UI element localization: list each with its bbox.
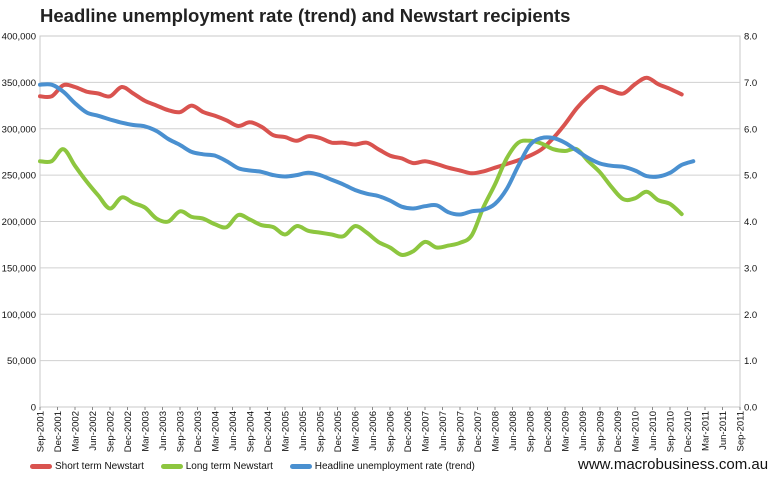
x-tick-label: Sep-2008 (526, 411, 537, 452)
y-right-tick-label: 4.0 (744, 217, 757, 228)
x-tick-label: Dec-2010 (683, 411, 694, 452)
y-left-tick-label: 150,000 (2, 263, 36, 274)
x-tick-label: Dec-2003 (193, 411, 204, 452)
legend-item-unemployment: Headline unemployment rate (trend) (289, 461, 475, 472)
legend-swatch-long-term (160, 464, 183, 469)
y-left-tick-label: 350,000 (2, 78, 36, 89)
x-tick-label: Dec-2005 (333, 411, 344, 452)
x-tick-label: Sep-2010 (666, 411, 677, 452)
series-lines (38, 75, 696, 257)
x-tick-label: Sep-2001 (36, 411, 47, 452)
y-right-tick-label: 8.0 (744, 32, 757, 43)
y-left-tick-label: 400,000 (2, 32, 36, 43)
legend-label-unemployment: Headline unemployment rate (trend) (314, 461, 475, 472)
x-tick-label: Jun-2007 (438, 411, 449, 451)
x-tick-label: Jun-2003 (158, 411, 169, 451)
series-line-0 (38, 75, 684, 176)
legend-item-short-term: Short term Newstart (30, 461, 144, 472)
x-tick-label: Mar-2009 (561, 411, 572, 452)
x-tick-label: Sep-2003 (176, 411, 187, 452)
legend-swatch-unemployment (289, 464, 312, 469)
x-tick-label: Jun-2002 (88, 411, 99, 451)
y-left-tick-label: 100,000 (2, 310, 36, 321)
y-right-tick-label: 0.0 (744, 403, 757, 414)
x-tick-label: Mar-2006 (351, 411, 362, 452)
right-axis-ticks: 0.0 1.0 2.0 3.0 4.0 5.0 6.0 7.0 8.0 (744, 32, 757, 414)
x-tick-label: Jun-2010 (648, 411, 659, 451)
x-tick-label: Mar-2010 (631, 411, 642, 452)
x-tick-label: Dec-2008 (543, 411, 554, 452)
grid-lines (40, 81, 740, 362)
y-right-tick-label: 6.0 (744, 124, 757, 135)
legend-label-long-term: Long term Newstart (185, 461, 273, 472)
x-tick-label: Dec-2009 (613, 411, 624, 452)
legend-item-long-term: Long term Newstart (160, 461, 273, 472)
legend: Short term Newstart Long term Newstart H… (30, 461, 489, 472)
x-tick-label: Sep-2002 (106, 411, 117, 452)
y-left-tick-label: 300,000 (2, 124, 36, 135)
series-line-2 (38, 82, 696, 217)
chart-title: Headline unemployment rate (trend) and N… (40, 5, 571, 26)
x-tick-label: Mar-2003 (141, 411, 152, 452)
y-left-tick-label: 0 (31, 403, 36, 414)
y-right-tick-label: 7.0 (744, 78, 757, 89)
y-left-tick-label: 250,000 (2, 171, 36, 182)
x-axis-ticks: Sep-2001 Dec-2001 Mar-2002 Jun-2002 Sep-2002… (36, 407, 747, 452)
x-tick-label: Dec-2007 (473, 411, 484, 452)
y-left-tick-label: 50,000 (7, 356, 36, 367)
legend-label-short-term: Short term Newstart (55, 461, 144, 472)
y-left-tick-label: 200,000 (2, 217, 36, 228)
x-tick-label: Sep-2009 (596, 411, 607, 452)
left-axis-ticks: 0 50,000 100,000 150,000 200,000 250,000 300,0… (2, 32, 36, 414)
x-tick-label: Mar-2007 (421, 411, 432, 452)
y-right-tick-label: 1.0 (744, 356, 757, 367)
x-tick-label: Dec-2001 (53, 411, 64, 452)
x-tick-label: Dec-2006 (403, 411, 414, 452)
x-tick-label: Jun-2004 (228, 411, 239, 451)
y-right-tick-label: 2.0 (744, 310, 757, 321)
x-tick-label: Mar-2004 (211, 411, 222, 452)
x-tick-label: Jun-2009 (578, 411, 589, 451)
x-tick-label: Sep-2004 (246, 411, 257, 452)
x-tick-label: Sep-2011 (736, 411, 747, 452)
x-tick-label: Dec-2004 (263, 411, 274, 452)
x-tick-label: Mar-2008 (491, 411, 502, 452)
x-tick-label: Sep-2006 (386, 411, 397, 452)
x-tick-label: Jun-2011 (718, 411, 729, 450)
x-tick-label: Sep-2007 (456, 411, 467, 452)
y-right-tick-label: 3.0 (744, 263, 757, 274)
x-tick-label: Jun-2005 (298, 411, 309, 451)
x-tick-label: Jun-2008 (508, 411, 519, 451)
x-tick-label: Mar-2005 (281, 411, 292, 452)
x-tick-label: Sep-2005 (316, 411, 327, 452)
x-tick-label: Mar-2011 (701, 411, 712, 451)
x-tick-label: Dec-2002 (123, 411, 134, 452)
x-tick-label: Jun-2006 (368, 411, 379, 451)
legend-swatch-short-term (30, 464, 52, 469)
x-tick-label: Mar-2002 (71, 411, 82, 452)
y-right-tick-label: 5.0 (744, 171, 757, 182)
source-url: www.macrobusiness.com.au (578, 456, 769, 473)
